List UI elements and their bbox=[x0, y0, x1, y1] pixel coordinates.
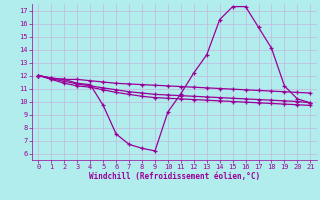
X-axis label: Windchill (Refroidissement éolien,°C): Windchill (Refroidissement éolien,°C) bbox=[89, 172, 260, 181]
